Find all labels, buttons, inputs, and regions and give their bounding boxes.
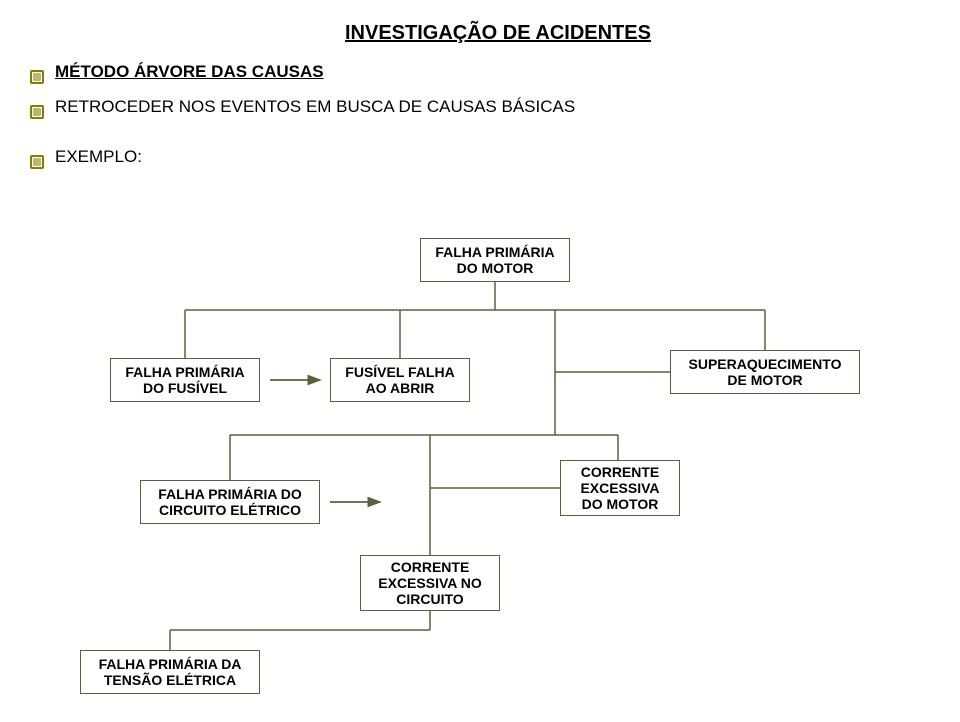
leaf-bullet-icon	[30, 105, 44, 119]
box-circuit-primary: FALHA PRIMÁRIA DOCIRCUITO ELÉTRICO	[140, 480, 320, 524]
leaf-bullet-icon	[30, 155, 44, 169]
header-label: EXEMPLO:	[55, 147, 142, 167]
header-label: MÉTODO ÁRVORE DAS CAUSAS	[55, 62, 324, 82]
box-voltage-primary: FALHA PRIMÁRIA DATENSÃO ELÉTRICA	[80, 650, 260, 694]
leaf-bullet-icon	[30, 70, 44, 84]
page-title: INVESTIGAÇÃO DE ACIDENTES	[345, 22, 651, 45]
box-fuse-fail-open: FUSÍVEL FALHAAO ABRIR	[330, 358, 470, 402]
header-label: RETROCEDER NOS EVENTOS EM BUSCA DE CAUSA…	[55, 97, 575, 117]
box-overheat: SUPERAQUECIMENTODE MOTOR	[670, 350, 860, 394]
box-fuse-primary: FALHA PRIMÁRIADO FUSÍVEL	[110, 358, 260, 402]
diagram-canvas: INVESTIGAÇÃO DE ACIDENTES MÉTODO ÁRVORE …	[0, 0, 960, 722]
box-excess-motor: CORRENTEEXCESSIVADO MOTOR	[560, 460, 680, 516]
box-motor-primary: FALHA PRIMÁRIADO MOTOR	[420, 238, 570, 282]
box-excess-circuit: CORRENTEEXCESSIVA NOCIRCUITO	[360, 555, 500, 611]
